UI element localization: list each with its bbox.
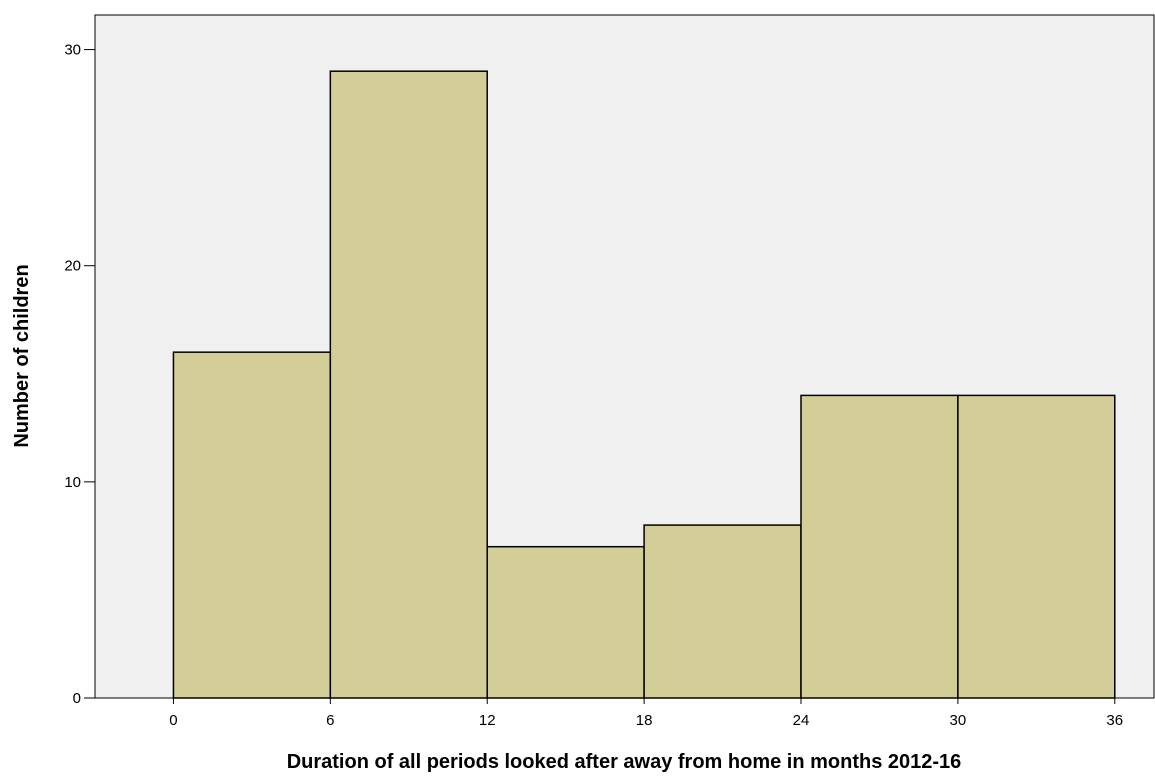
y-tick-label: 30 — [64, 42, 81, 59]
y-tick-label: 10 — [64, 474, 81, 491]
y-tick-label: 20 — [64, 258, 81, 275]
histogram-bar — [800, 394, 959, 699]
x-tick-label: 12 — [479, 712, 496, 729]
x-axis-title: Duration of all periods looked after awa… — [287, 751, 962, 773]
x-tick-label: 36 — [1106, 712, 1123, 729]
histogram-bar — [643, 524, 802, 699]
histogram-bar — [172, 351, 332, 699]
y-axis-title: Number of children — [11, 264, 33, 447]
histogram-bar — [486, 545, 645, 699]
y-axis-ticks: 0 10 20 30 — [64, 42, 95, 707]
histogram-bar — [329, 70, 488, 699]
x-tick-label: 24 — [793, 712, 810, 729]
x-tick-label: 18 — [636, 712, 653, 729]
bars-group — [172, 70, 1116, 699]
x-tick-label: 0 — [169, 712, 177, 729]
y-tick-label: 0 — [73, 690, 81, 707]
x-tick-label: 6 — [326, 712, 334, 729]
x-axis-ticks: 0 6 12 18 24 30 36 — [169, 698, 1123, 729]
histogram-bar — [957, 394, 1116, 699]
x-tick-label: 30 — [950, 712, 967, 729]
